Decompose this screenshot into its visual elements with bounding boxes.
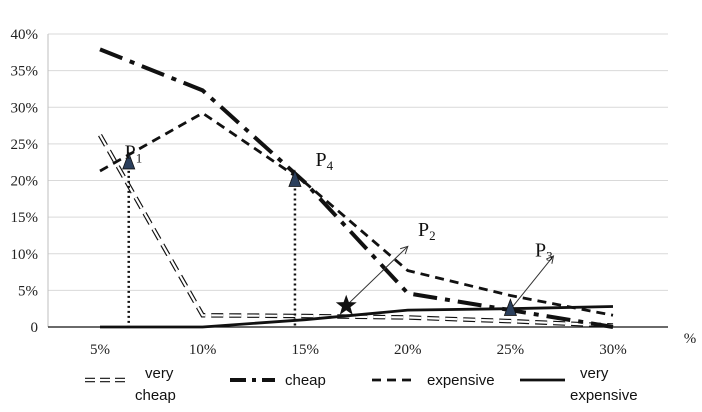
x-tick-label: 25% (497, 342, 525, 358)
callout-arrowhead (545, 255, 555, 264)
y-tick-label: 5% (18, 283, 38, 299)
x-unit-label: % (684, 331, 697, 347)
callout-arrow (345, 246, 409, 307)
y-tick-label: 10% (11, 247, 39, 263)
point-label: P3 (535, 240, 553, 264)
series-line-2 (99, 111, 614, 317)
point-label: P2 (418, 219, 436, 243)
y-tick-label: 30% (11, 100, 39, 116)
triangle-marker (122, 151, 136, 170)
callout-arrows (345, 245, 555, 310)
callout-arrow (510, 255, 554, 310)
point-labels: P1 P4 P2 P3 (125, 142, 553, 264)
star-marker (335, 294, 357, 315)
x-tick-label: 5% (90, 342, 110, 358)
y-tick-label: 35% (11, 64, 39, 80)
legend-label: cheap (135, 387, 176, 404)
legend-label: expensive (570, 387, 638, 404)
y-tick-label: 40% (11, 27, 39, 43)
triangle-marker (503, 298, 517, 316)
legend-label: cheap (285, 372, 326, 389)
legend: very cheap cheap expensive very expensive (85, 365, 638, 404)
y-tick-label: 25% (11, 137, 39, 153)
y-tick-label: 15% (11, 210, 39, 226)
legend-label: very (145, 365, 174, 382)
point-label: P4 (315, 149, 333, 173)
y-tick-labels: 0 5% 10% 15% 20% 25% 30% 35% 40% (11, 27, 39, 336)
y-tick-label: 20% (11, 174, 39, 190)
series-line-3 (100, 305, 614, 329)
legend-label: expensive (427, 372, 495, 389)
point-label: P1 (125, 142, 143, 166)
point-markers (122, 151, 517, 316)
y-tick-label: 0 (31, 320, 39, 336)
x-tick-label: 15% (291, 342, 319, 358)
triangle-marker (288, 169, 302, 187)
series-lines (98, 47, 614, 329)
series-line-inner-0 (99, 134, 614, 327)
x-tick-label: 30% (599, 342, 627, 358)
callout-arrowhead (400, 245, 409, 255)
legend-label: very (580, 365, 609, 382)
x-tick-label: 10% (189, 342, 217, 358)
series-line-0 (98, 133, 614, 328)
dotted-drop-lines (127, 170, 297, 327)
x-tick-label: 20% (394, 342, 422, 358)
x-tick-labels: 5% 10% 15% 20% 25% 30%% (90, 331, 696, 358)
series-line-1 (99, 47, 614, 329)
